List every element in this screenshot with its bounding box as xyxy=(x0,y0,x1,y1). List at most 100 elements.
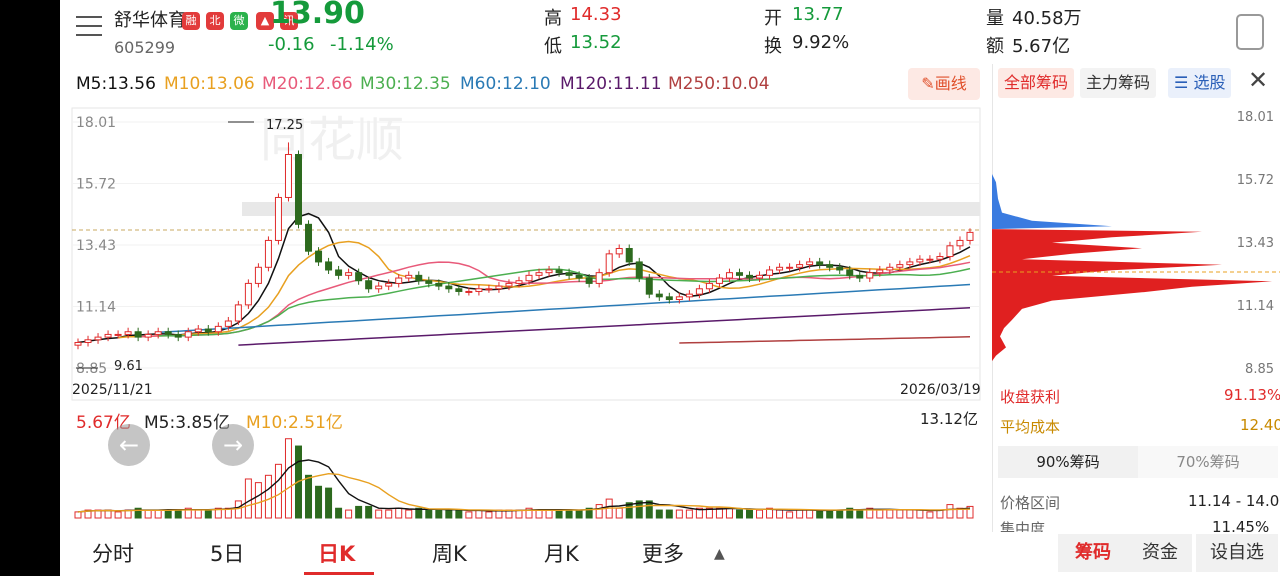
candle-body xyxy=(896,264,904,268)
candle-body xyxy=(84,339,92,343)
funds-button[interactable]: 资金 xyxy=(1128,534,1192,572)
price-change-pct: -1.14% xyxy=(330,34,394,55)
tab-weekly-k[interactable]: 周K xyxy=(432,542,467,566)
tab-main-chips[interactable]: 主力筹码 xyxy=(1080,68,1157,98)
chip-profile-below-price xyxy=(992,174,1112,230)
candle-body xyxy=(305,223,313,252)
volume-bar xyxy=(455,509,463,519)
wechat-icon[interactable]: 微 xyxy=(230,12,248,30)
candle-body xyxy=(164,331,172,335)
select-stock-button[interactable]: ☰ 选股 xyxy=(1168,68,1232,98)
volume-bar xyxy=(485,511,493,519)
chip-y-tick: 15.72 xyxy=(1237,173,1274,188)
candle-body xyxy=(695,288,703,295)
tab-70-chips[interactable]: 70%筹码 xyxy=(1138,446,1278,478)
draw-line-button[interactable]: ✎画线 xyxy=(908,68,980,100)
volume-bar xyxy=(866,507,874,519)
candle-body xyxy=(856,274,864,279)
volume-bar xyxy=(465,511,473,519)
volume-bar xyxy=(956,507,964,519)
margin-badge-icon: 融 xyxy=(182,12,200,30)
close-icon[interactable]: ✕ xyxy=(1248,66,1269,94)
volume-bar xyxy=(705,507,713,519)
volume-bar xyxy=(555,509,563,519)
chips-button[interactable]: 筹码 xyxy=(1058,534,1128,572)
chip-y-tick: 13.43 xyxy=(1237,236,1274,251)
candle-body xyxy=(675,296,683,301)
volume-bar xyxy=(134,507,142,519)
candle-body xyxy=(936,256,944,260)
volume-bar xyxy=(856,509,864,519)
ma10-label: M10:13.06 xyxy=(164,74,255,94)
tab-intraday[interactable]: 分时 xyxy=(92,542,134,566)
tab-monthly-k[interactable]: 月K xyxy=(544,542,579,566)
candle-body xyxy=(465,290,473,293)
volume-bar xyxy=(545,509,553,519)
volume-bar xyxy=(786,511,794,519)
volume-bar xyxy=(685,509,693,519)
kline-y-tick: 11.14 xyxy=(76,300,116,316)
volume-chart[interactable] xyxy=(60,430,990,522)
volume-bar xyxy=(174,509,182,519)
volume-bar xyxy=(675,509,683,519)
volume-bar xyxy=(114,511,122,519)
candle-body xyxy=(345,272,353,276)
volume-label: 量 xyxy=(986,8,1004,29)
candle-body xyxy=(375,285,383,290)
scroll-right-arrow-icon[interactable]: → xyxy=(212,424,254,466)
volume-value: 40.58万 xyxy=(1012,8,1082,29)
volume-bar xyxy=(535,509,543,519)
candle-body xyxy=(866,272,874,279)
max-price-label: 17.25 xyxy=(266,118,303,133)
caret-up-icon[interactable]: ▲ xyxy=(714,546,725,562)
portrait-toggle-icon[interactable] xyxy=(1236,14,1264,50)
candle-body xyxy=(294,153,302,225)
chip-y-tick: 11.14 xyxy=(1237,299,1274,314)
candle-body xyxy=(906,261,914,266)
volume-bar xyxy=(284,438,292,519)
volume-bar xyxy=(725,507,733,519)
stock-app: 舒华体育 融 北 微 ▲ 讯 13.90 605299 -0.16 -1.14%… xyxy=(60,0,1280,576)
kline-y-tick: 8.85 xyxy=(76,361,107,377)
scroll-left-arrow-icon[interactable]: ← xyxy=(108,424,150,466)
volume-bar xyxy=(365,505,373,519)
candle-body xyxy=(104,333,112,338)
candle-body xyxy=(645,277,653,295)
candle-body xyxy=(786,266,794,269)
tab-90-chips[interactable]: 90%筹码 xyxy=(998,446,1138,478)
candle-body xyxy=(325,261,333,271)
candle-body xyxy=(836,266,844,271)
turnover-value: 9.92% xyxy=(792,32,850,53)
volume-bar xyxy=(796,509,804,519)
volume-bar xyxy=(615,507,623,519)
volume-bar xyxy=(425,509,433,519)
volume-bar xyxy=(846,507,854,519)
volume-bar xyxy=(355,505,363,519)
volume-bar xyxy=(345,509,353,519)
candle-body xyxy=(605,253,613,274)
news-badge-icon: 讯 xyxy=(280,12,298,30)
price-range-value: 11.14 - 14.02 xyxy=(1188,492,1280,510)
candle-body xyxy=(956,239,964,247)
tab-5day[interactable]: 5日 xyxy=(210,542,245,566)
volume-bar xyxy=(395,507,403,519)
candle-body xyxy=(615,247,623,255)
candle-body xyxy=(315,250,323,263)
tab-all-chips[interactable]: 全部筹码 xyxy=(998,68,1075,98)
tab-daily-k[interactable]: 日K xyxy=(318,542,356,566)
stock-name: 舒华体育 xyxy=(114,10,186,31)
menu-icon[interactable] xyxy=(76,16,102,38)
add-watchlist-button[interactable]: 设自选 xyxy=(1196,534,1278,572)
volume-bar xyxy=(595,504,603,519)
kline-chart[interactable]: 同花顺 18.01 15.72 13.43 11.14 8.85 17.25 9.61 xyxy=(60,104,990,404)
volume-bar xyxy=(575,509,583,519)
amount-label: 额 xyxy=(986,36,1004,57)
volume-bar xyxy=(375,509,383,519)
price-change: -0.16 xyxy=(268,34,315,55)
ma30-label: M30:12.35 xyxy=(360,74,451,94)
volume-bar xyxy=(585,507,593,519)
tab-more[interactable]: 更多 xyxy=(642,542,684,566)
chart-badge-icon: ▲ xyxy=(256,12,274,30)
candle-body xyxy=(244,282,252,306)
candle-body xyxy=(625,247,633,263)
